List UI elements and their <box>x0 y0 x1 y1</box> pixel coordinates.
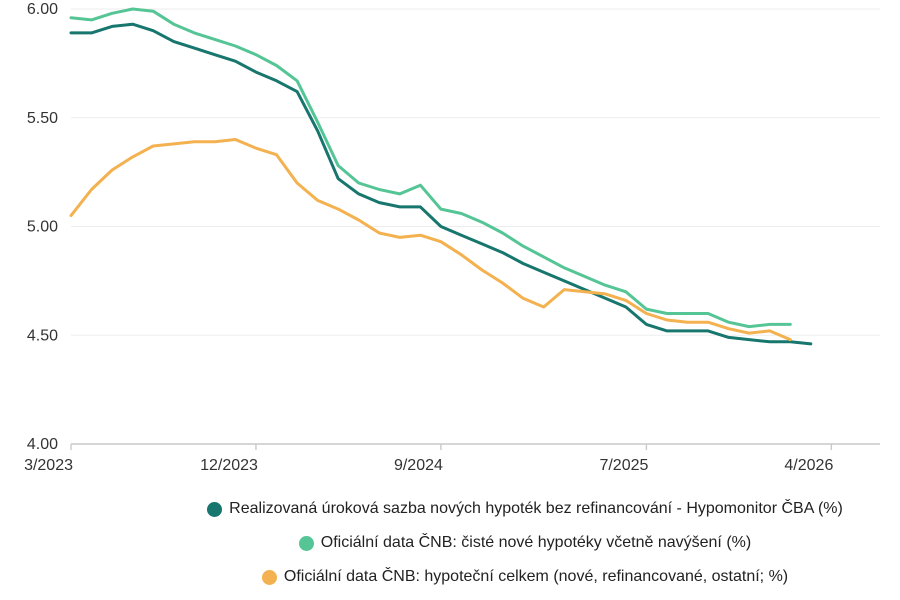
line-chart-svg: 4.00 4.50 5.00 5.50 6.00 3/2023 12/2023 9/2024 7… <box>24 1 880 474</box>
series-line-0 <box>69 22 813 346</box>
legend-item-hypomonitor[interactable]: Realizovaná úroková sazba nových hypoték… <box>207 492 843 526</box>
y-axis-label: 5.50 <box>27 110 58 127</box>
y-axis-label: 6.00 <box>27 1 58 18</box>
legend-marker-teal-icon <box>207 501 223 517</box>
legend-marker-green-icon <box>298 535 314 551</box>
series-line-2 <box>69 138 792 342</box>
legend-item-cnb-new[interactable]: Oficiální data ČNB: čisté nové hypotéky … <box>298 526 752 560</box>
legend-marker-orange-icon <box>261 569 277 585</box>
legend-label-cnb-total: Oficiální data ČNB: hypoteční celkem (no… <box>283 568 789 585</box>
legend-label-cnb-new: Oficiální data ČNB: čisté nové hypotéky … <box>320 534 752 551</box>
legend-label-hypomonitor: Realizovaná úroková sazba nových hypoték… <box>229 500 843 517</box>
x-axis-label: 12/2023 <box>200 457 258 474</box>
x-axis-label: 4/2026 <box>784 457 833 474</box>
y-axis-label: 4.50 <box>27 327 58 344</box>
x-axis-label: 3/2023 <box>24 457 73 474</box>
chart-legend: Realizovaná úroková sazba nových hypoték… <box>150 492 900 594</box>
legend-item-cnb-total[interactable]: Oficiální data ČNB: hypoteční celkem (no… <box>261 560 789 594</box>
x-axis-label: 7/2025 <box>599 457 648 474</box>
series-line-1 <box>69 7 792 329</box>
x-axis-label: 9/2024 <box>394 457 443 474</box>
y-axis-label: 5.00 <box>27 219 58 236</box>
rate-chart: 4.00 4.50 5.00 5.50 6.00 3/2023 12/2023 9/2024 7… <box>24 1 880 474</box>
y-axis-label: 4.00 <box>27 436 58 453</box>
